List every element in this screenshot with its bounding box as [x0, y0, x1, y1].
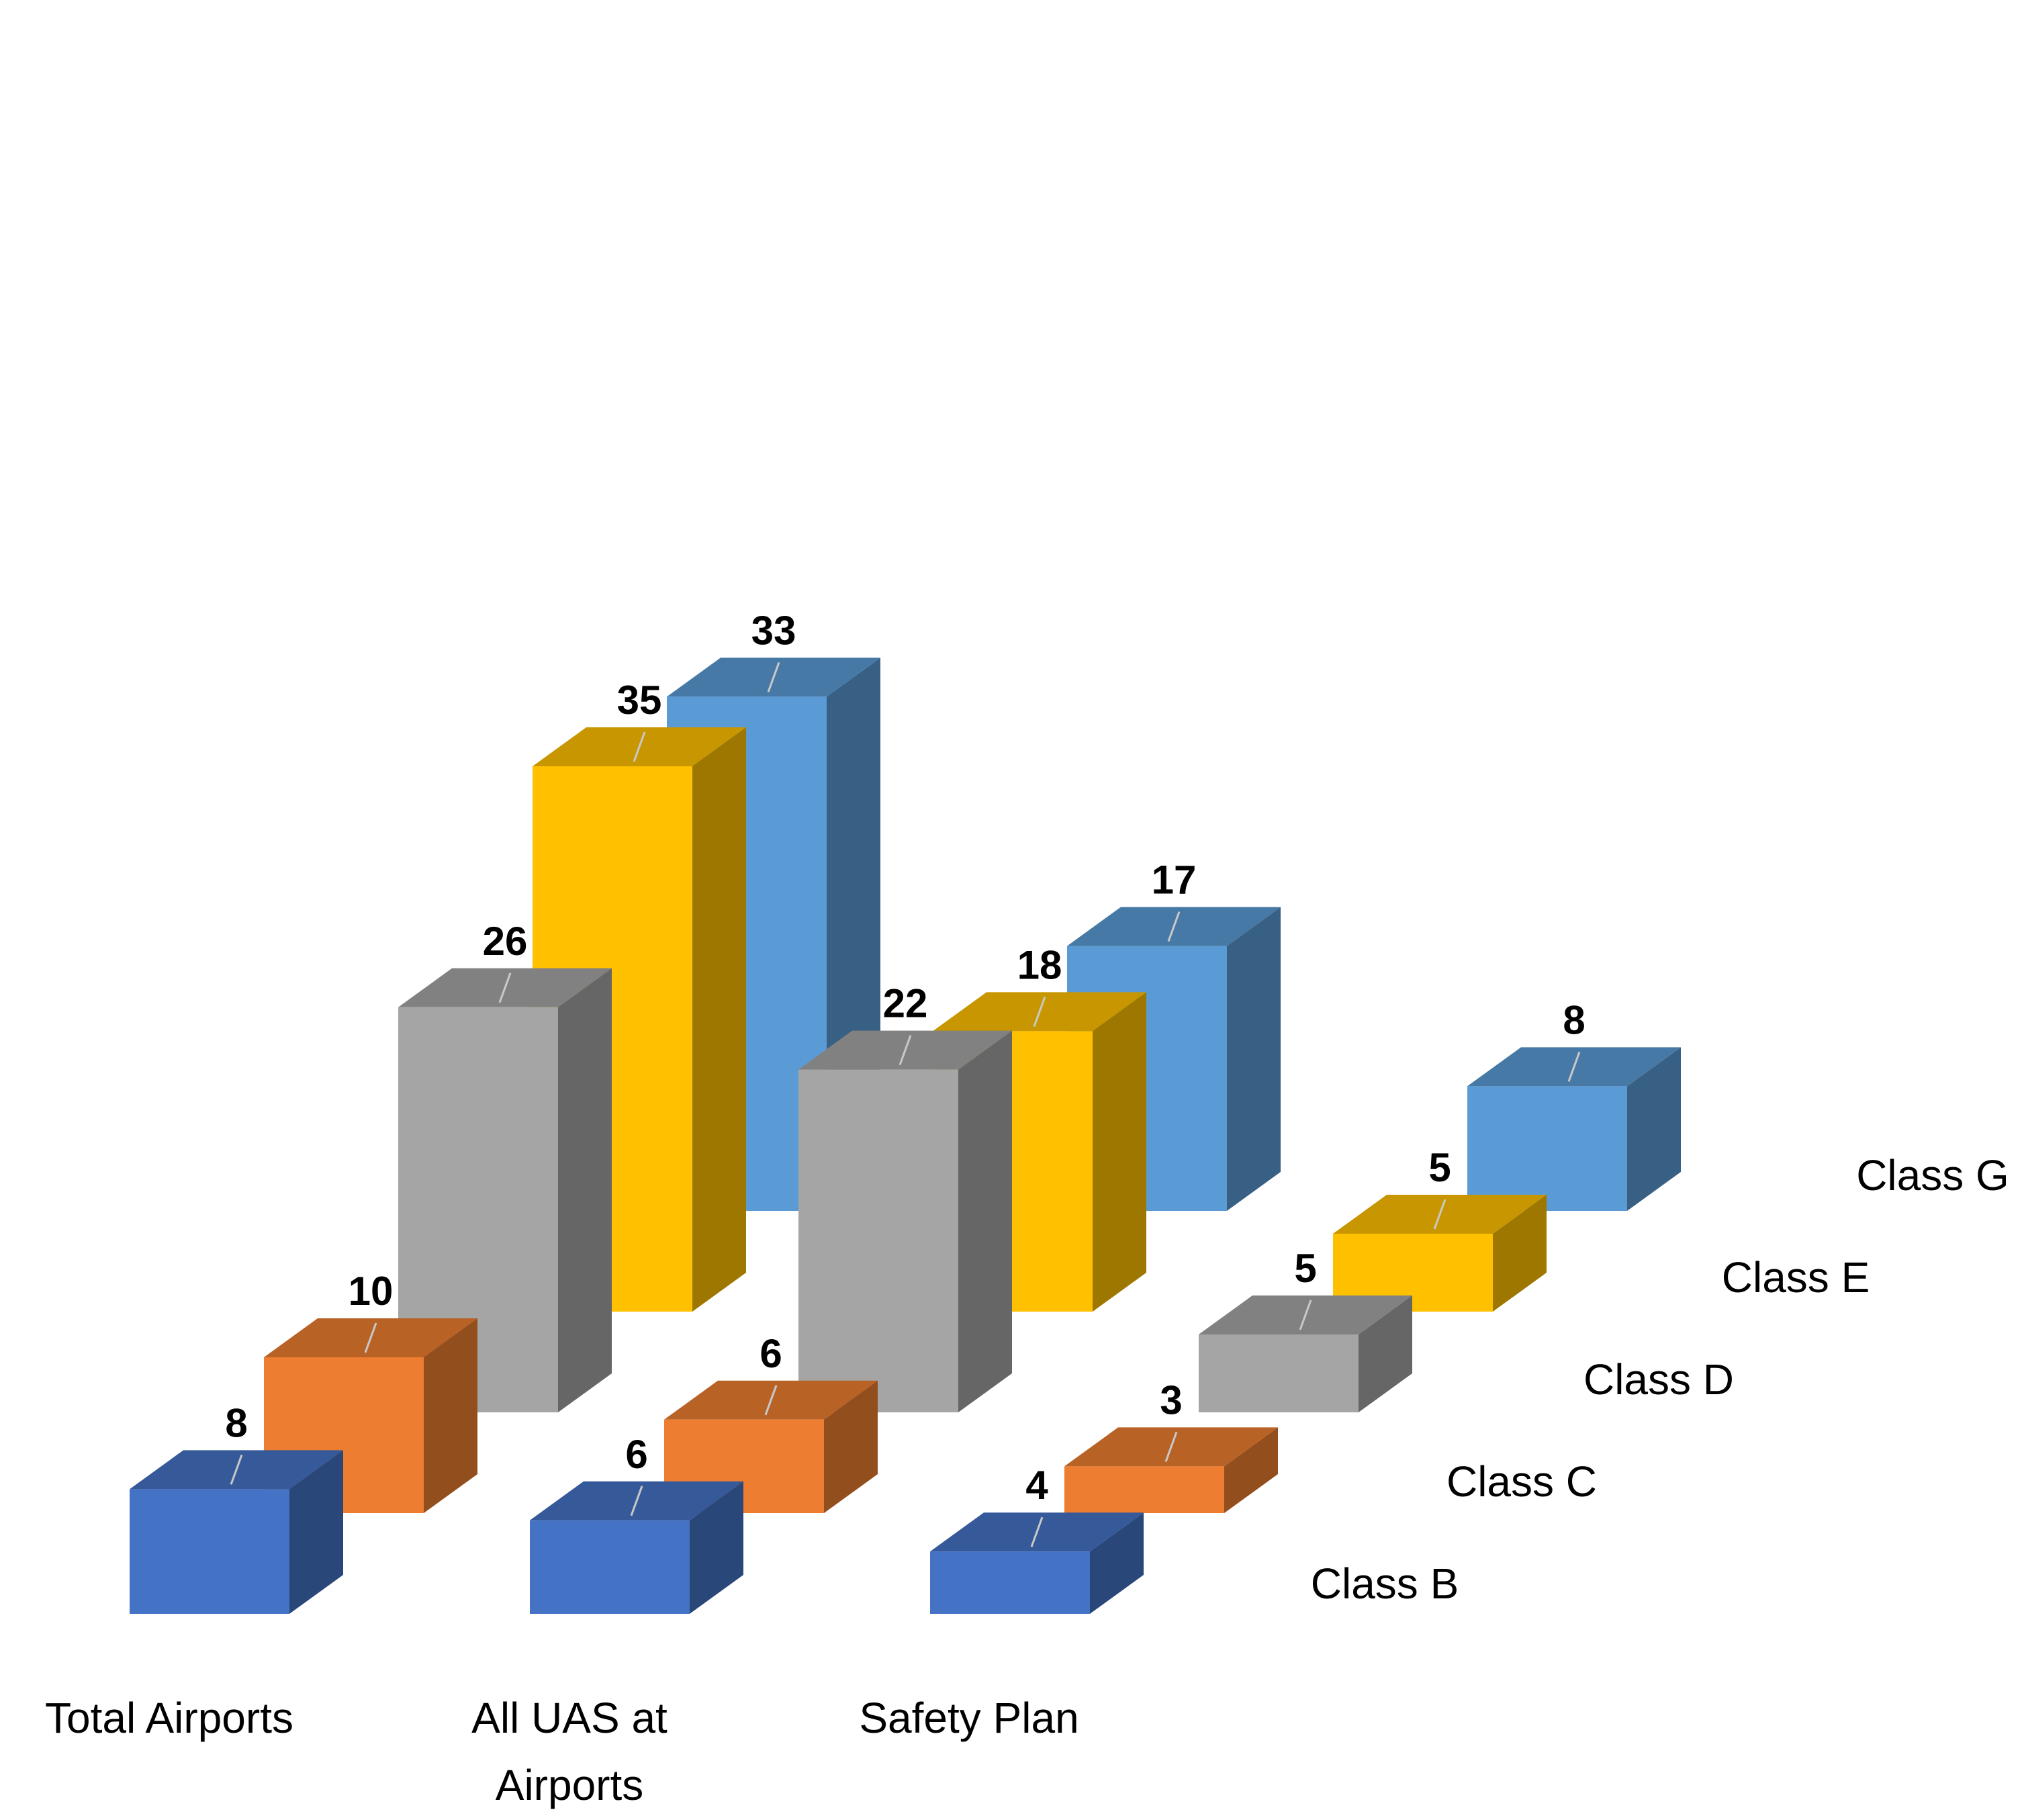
bar-class-b-safety-plan-value-label: 4: [1025, 1463, 1048, 1508]
bar-class-e-all-uas-at-airports-leader: [1033, 996, 1046, 1027]
bar-class-d-safety-plan-value-label: 5: [1294, 1246, 1316, 1291]
bars-layer: 33 17 8 35 18 5 26 22 5 10 6 3 8 6 4: [130, 608, 1681, 1614]
series-label-class-e: Class E: [1722, 1253, 1870, 1302]
bar-class-d-total-airports-leader: [498, 972, 512, 1003]
bar-class-d-total-airports-side: [558, 968, 612, 1412]
bar-class-g-safety-plan-value-label: 8: [1563, 997, 1585, 1042]
depth-axis: Class B Class C Class D Class E Class G: [1311, 1151, 2009, 1608]
bar-class-d-safety-plan: 5: [1199, 1246, 1412, 1412]
bar-class-e-all-uas-at-airports-value-label: 18: [1017, 942, 1062, 987]
bar-class-d-all-uas-at-airports-value-label: 22: [883, 981, 928, 1026]
bar-class-b-all-uas-at-airports-value-label: 6: [625, 1432, 647, 1477]
category-axis: Total Airports All UAS at Airports Safet…: [45, 1694, 1079, 1809]
bar-class-g-safety-plan-side: [1627, 1047, 1681, 1211]
bar-class-e-total-airports-leader: [633, 731, 646, 762]
bar-class-c-total-airports-value-label: 10: [349, 1269, 394, 1314]
bar-class-e-safety-plan-value-label: 5: [1428, 1145, 1451, 1190]
category-label-all-uas-line-2: Airports: [496, 1761, 644, 1809]
bar-class-b-all-uas-at-airports: 6: [530, 1432, 743, 1614]
bar-class-c-all-uas-at-airports-side: [824, 1380, 878, 1513]
bar-class-e-total-airports-side: [692, 727, 746, 1312]
bar-class-g-total-airports-value-label: 33: [751, 608, 796, 653]
series-label-class-c: Class C: [1446, 1457, 1597, 1506]
bar-class-b-safety-plan-side: [1090, 1512, 1144, 1614]
bar-class-c-total-airports: 10: [264, 1269, 477, 1513]
bar-class-e-all-uas-at-airports-side: [1093, 992, 1146, 1312]
bar-class-c-total-airports-leader: [364, 1322, 377, 1353]
bar-class-b-total-airports: 8: [130, 1400, 343, 1614]
bar-class-c-total-airports-side: [424, 1318, 477, 1513]
bar-class-g-all-uas-at-airports-leader: [1167, 911, 1181, 942]
category-label-safety-plan: Safety Plan: [859, 1694, 1078, 1742]
bar-class-d-all-uas-at-airports-side: [958, 1030, 1012, 1412]
bar-class-e-safety-plan: 5: [1333, 1145, 1547, 1312]
bar-class-g-safety-plan-leader: [1567, 1051, 1581, 1082]
bar-class-d-all-uas-at-airports: 22: [798, 981, 1012, 1412]
bar-class-c-all-uas-at-airports-leader: [764, 1385, 778, 1416]
bar-class-b-total-airports-front: [130, 1489, 289, 1614]
category-label-all-uas-line-1: All UAS at: [471, 1694, 668, 1742]
bar-class-g-all-uas-at-airports: 17: [1067, 858, 1281, 1211]
bar-class-b-all-uas-at-airports-leader: [630, 1486, 643, 1516]
bar-class-d-safety-plan-front: [1199, 1334, 1359, 1412]
bar-class-b-total-airports-leader: [230, 1454, 243, 1485]
bar-class-b-safety-plan-leader: [1030, 1516, 1044, 1547]
bar-class-c-all-uas-at-airports-value-label: 6: [760, 1331, 782, 1376]
bar-class-b-all-uas-at-airports-side: [690, 1481, 743, 1614]
bar-class-b-total-airports-value-label: 8: [225, 1400, 247, 1445]
bar-class-g-all-uas-at-airports-side: [1227, 907, 1281, 1211]
bar-class-d-safety-plan-leader: [1299, 1300, 1312, 1330]
bar-class-e-total-airports-value-label: 35: [617, 678, 662, 723]
bar-class-c-safety-plan-leader: [1164, 1431, 1178, 1462]
bar-class-c-safety-plan: 3: [1064, 1377, 1278, 1513]
series-label-class-b: Class B: [1311, 1559, 1459, 1608]
bar-class-b-safety-plan-front: [930, 1551, 1090, 1614]
bar-class-b-safety-plan: 4: [930, 1463, 1144, 1614]
bar-class-b-total-airports-side: [289, 1450, 343, 1614]
bar-class-d-all-uas-at-airports-leader: [899, 1035, 912, 1066]
category-label-total-airports: Total Airports: [45, 1694, 293, 1742]
bar-class-g-safety-plan-front: [1467, 1086, 1627, 1211]
bar-class-b-all-uas-at-airports-front: [530, 1520, 690, 1614]
bar-class-e-safety-plan-leader: [1433, 1199, 1446, 1230]
bar-class-g-total-airports-leader: [767, 662, 780, 692]
bar-class-c-safety-plan-front: [1064, 1466, 1224, 1513]
bar-class-c-safety-plan-value-label: 3: [1160, 1377, 1182, 1422]
bar-class-c-safety-plan-side: [1224, 1427, 1278, 1513]
bar-class-d-all-uas-at-airports-front: [798, 1069, 958, 1412]
bar-class-g-all-uas-at-airports-value-label: 17: [1152, 858, 1197, 903]
bar-class-g-safety-plan: 8: [1467, 997, 1681, 1211]
series-label-class-d: Class D: [1583, 1355, 1734, 1404]
bar-class-d-total-airports-value-label: 26: [483, 919, 528, 964]
series-label-class-g: Class G: [1856, 1151, 2009, 1199]
